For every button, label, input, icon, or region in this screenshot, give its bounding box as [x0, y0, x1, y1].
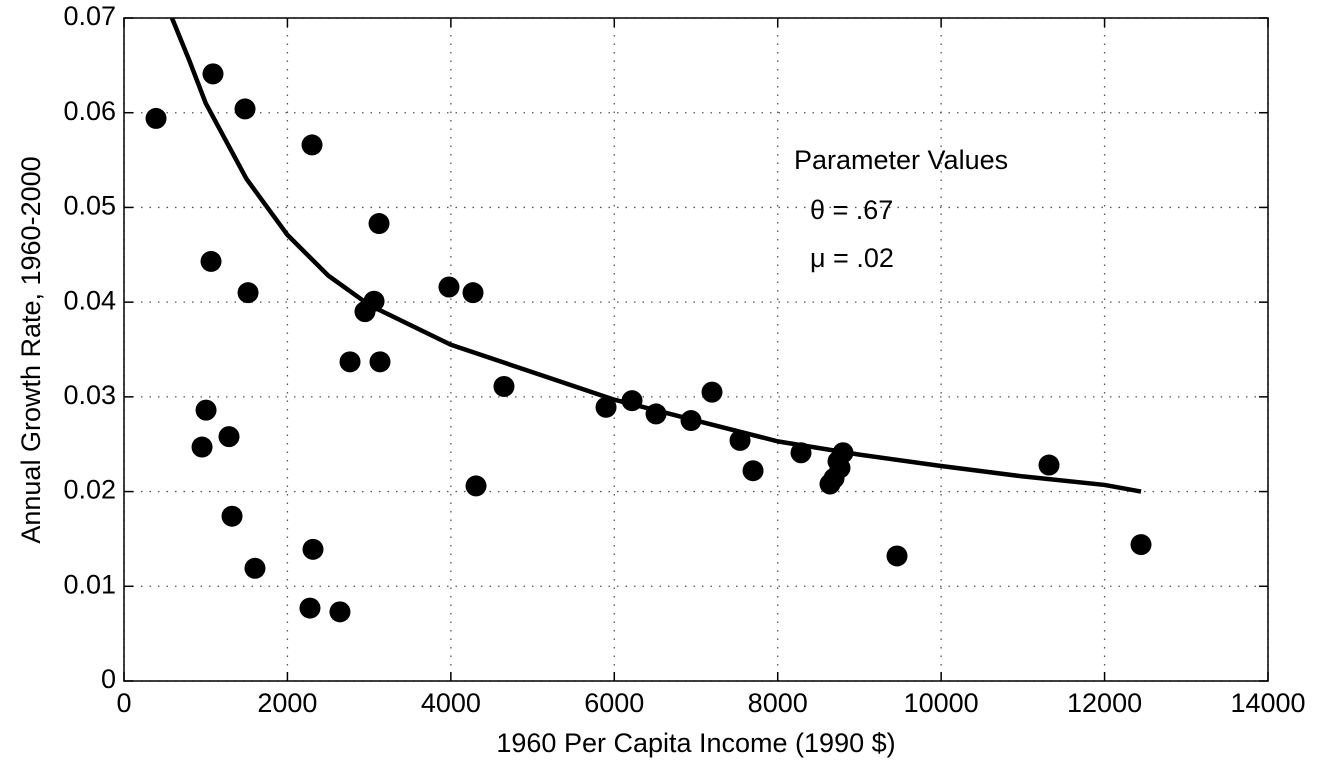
scatter-point — [438, 276, 460, 298]
x-tick-label: 14000 — [1230, 688, 1305, 718]
scatter-point — [221, 505, 243, 527]
scatter-point — [823, 467, 845, 489]
scatter-point — [244, 557, 266, 579]
scatter-point — [200, 250, 222, 272]
scatter-point — [339, 351, 361, 373]
plot-area — [124, 18, 1268, 681]
x-axis-label: 1960 Per Capita Income (1990 $) — [496, 728, 895, 758]
scatter-point — [886, 545, 908, 567]
scatter-point — [465, 475, 487, 497]
y-tick-label: 0.06 — [63, 96, 116, 126]
scatter-point — [1130, 534, 1152, 556]
y-axis-label: Annual Growth Rate, 1960-2000 — [16, 156, 46, 543]
y-tick-label: 0.07 — [63, 1, 116, 31]
scatter-point — [701, 381, 723, 403]
y-tick-label: 0.02 — [63, 475, 116, 505]
scatter-point — [329, 601, 351, 623]
scatter-point — [1038, 454, 1060, 476]
scatter-point — [145, 107, 167, 129]
annotation: μ = .02 — [810, 243, 894, 273]
scatter-point — [301, 134, 323, 156]
plot-frame — [123, 17, 1269, 682]
scatter-point — [218, 426, 240, 448]
scatter-point — [369, 351, 391, 373]
x-tick-label: 10000 — [904, 688, 979, 718]
x-tick-label: 6000 — [584, 688, 644, 718]
annotation: Parameter Values — [794, 145, 1008, 175]
scatter-point — [742, 460, 764, 482]
fit-curve — [169, 17, 1142, 494]
x-tick-label: 2000 — [257, 688, 317, 718]
x-tick-label: 8000 — [748, 688, 808, 718]
y-tick-label: 0.01 — [63, 569, 116, 599]
scatter-point — [234, 98, 256, 120]
scatter-point — [299, 597, 321, 619]
scatter-point — [493, 375, 515, 397]
x-tick-label: 12000 — [1067, 688, 1142, 718]
scatter-point — [368, 213, 390, 235]
scatter-point — [195, 399, 217, 421]
x-tick-label: 4000 — [421, 688, 481, 718]
scatter-point — [237, 282, 259, 304]
scatter-point — [462, 282, 484, 304]
y-tick-label: 0 — [101, 664, 116, 694]
x-tick-label: 0 — [116, 688, 131, 718]
annotation: θ = .67 — [810, 195, 893, 225]
scatter-point — [202, 63, 224, 85]
y-tick-label: 0.03 — [63, 380, 116, 410]
scatter-point — [302, 538, 324, 560]
y-tick-label: 0.04 — [63, 285, 116, 315]
scatter-point — [191, 436, 213, 458]
y-tick-label: 0.05 — [63, 191, 116, 221]
scatter-point — [595, 396, 617, 418]
